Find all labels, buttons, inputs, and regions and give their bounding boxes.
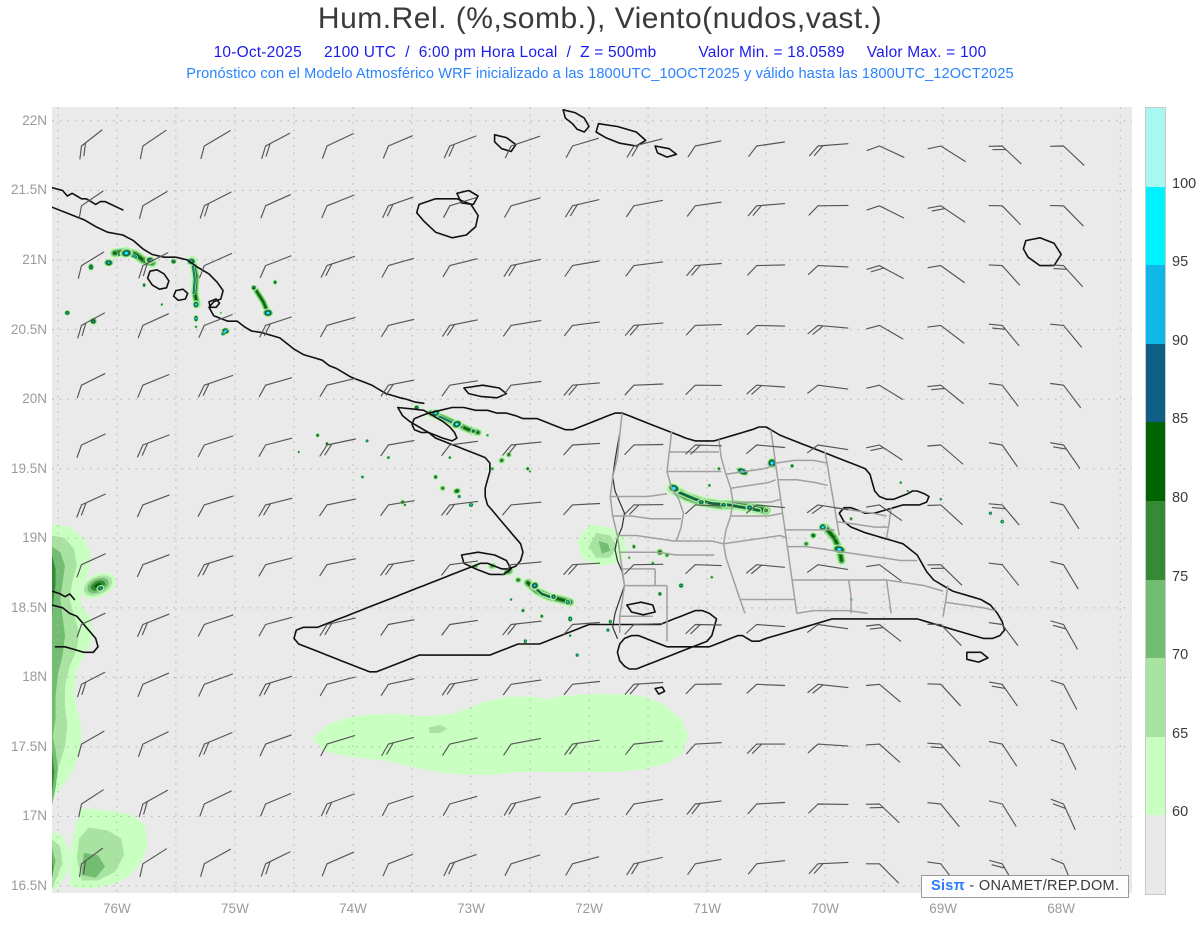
value-max-label: Valor Max. = 100 (866, 44, 987, 61)
y-tick-19.5N: 19.5N (10, 460, 47, 476)
colorbar-band-<60 (1146, 815, 1165, 894)
wind-barbs (76, 129, 1085, 891)
colorbar-band-60-65 (1146, 736, 1165, 816)
x-tick-68W: 68W (1047, 901, 1076, 916)
colorbar-band-65-70 (1146, 658, 1165, 737)
subtitle-line-1: 10-Oct-2025 2100 UTC/6:00 pm Hora Local / Z… (213, 44, 987, 61)
map-plot-area[interactable] (52, 107, 1132, 893)
y-tick-18N: 18N (22, 669, 47, 685)
y-tick-17.5N: 17.5N (10, 738, 47, 754)
y-tick-21N: 21N (22, 252, 47, 268)
colorbar-label-70: 70 (1172, 647, 1189, 664)
colorbar-label-100: 100 (1172, 175, 1197, 192)
map-canvas (52, 107, 1132, 893)
colorbar-band-80-85 (1146, 422, 1165, 501)
forecast-level: Z = 500mb (580, 44, 657, 61)
colorbar-band-95-100 (1146, 186, 1165, 266)
agency-logo: Sisπ - ONAMET/REP.DOM. (921, 875, 1130, 898)
x-tick-76W: 76W (103, 901, 131, 916)
sis-logo-text: Sisπ (931, 878, 966, 894)
x-tick-74W: 74W (339, 901, 367, 916)
x-tick-71W: 71W (693, 901, 721, 916)
colorbar-band-70-75 (1146, 579, 1165, 659)
y-tick-21.5N: 21.5N (10, 182, 47, 198)
colorbar-band-75-80 (1146, 500, 1165, 580)
y-tick-16.5N: 16.5N (10, 878, 47, 894)
y-tick-17N: 17N (22, 808, 47, 824)
x-tick-72W: 72W (575, 901, 603, 916)
y-tick-19N: 19N (22, 530, 47, 546)
colorbar-label-75: 75 (1172, 568, 1189, 585)
colorbar[interactable] (1145, 107, 1166, 895)
province-borders (609, 413, 996, 642)
x-tick-73W: 73W (457, 901, 485, 916)
y-tick-20N: 20N (22, 391, 47, 407)
grid-lines (52, 107, 1132, 893)
colorbar-label-80: 80 (1172, 490, 1189, 506)
page-title: Hum.Rel. (%,somb.), Viento(nudos,vast.) (317, 2, 883, 35)
forecast-utc-time: 2100 UTC (323, 44, 397, 61)
colorbar-band-85-90 (1146, 343, 1165, 423)
agency-name: - ONAMET/REP.DOM. (969, 878, 1120, 894)
colorbar-label-60: 60 (1172, 804, 1189, 821)
humidity-shading (52, 246, 1005, 892)
subtitle-line-2: Pronóstico con el Modelo Atmosférico WRF… (186, 66, 1014, 82)
x-tick-70W: 70W (811, 901, 839, 916)
value-min-label: Valor Min. = 18.0589 (698, 44, 845, 61)
forecast-date: 10-Oct-2025 (213, 44, 302, 61)
y-tick-20.5N: 20.5N (10, 321, 47, 337)
colorbar-band-100+ (1146, 108, 1165, 187)
x-tick-75W: 75W (221, 901, 249, 916)
forecast-local-time: 6:00 pm Hora Local (418, 44, 558, 61)
colorbar-label-90: 90 (1172, 332, 1189, 349)
x-tick-69W: 69W (929, 901, 958, 916)
y-tick-18.5N: 18.5N (10, 599, 47, 615)
colorbar-band-90-95 (1146, 265, 1165, 344)
plot-background (52, 107, 1132, 893)
y-tick-22N: 22N (22, 112, 47, 128)
colorbar-label-65: 65 (1172, 725, 1189, 742)
colorbar-label-95: 95 (1172, 254, 1189, 271)
colorbar-label-85: 85 (1172, 411, 1189, 428)
